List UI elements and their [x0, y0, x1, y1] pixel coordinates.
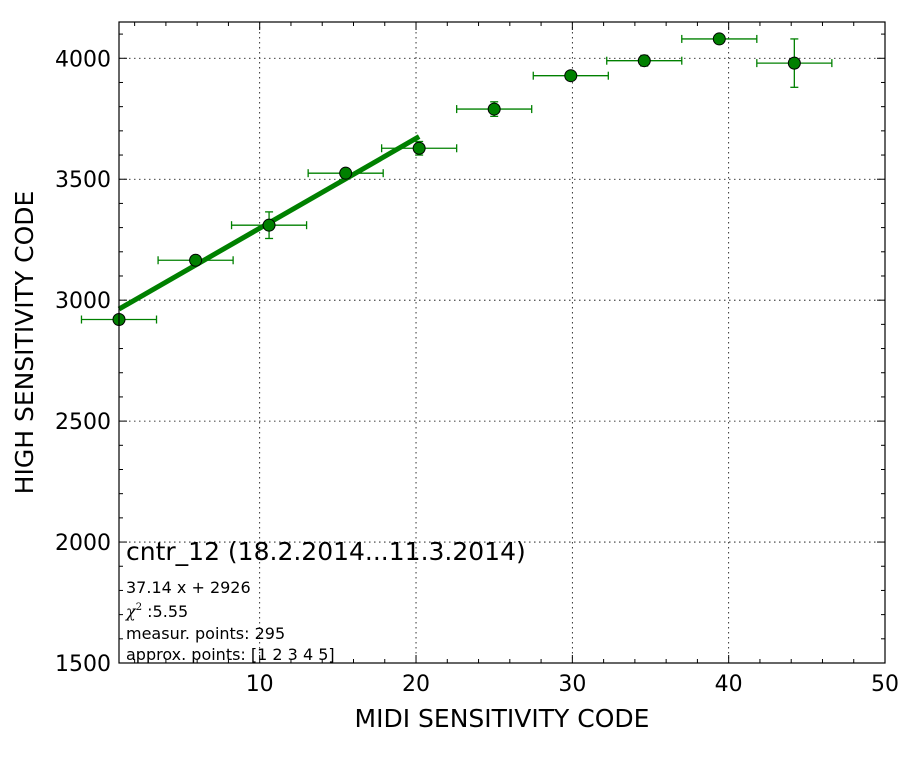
y-tick-label: 1500 — [55, 652, 111, 677]
x-tick-label: 10 — [246, 672, 274, 697]
y-tick-label: 3500 — [55, 168, 111, 193]
data-point — [564, 69, 578, 83]
annotation-equation: 37.14 x + 2926 — [126, 578, 251, 597]
x-tick-label: 40 — [715, 672, 743, 697]
x-tick-label: 20 — [402, 672, 430, 697]
y-tick-label: 2000 — [55, 531, 111, 556]
chi-exponent: 2 — [136, 602, 142, 613]
data-point — [412, 141, 426, 155]
data-point — [262, 218, 276, 232]
grid — [119, 22, 885, 663]
annotation-measur-points: measur. points: 295 — [126, 624, 285, 643]
data-point — [712, 32, 726, 46]
y-tick-label: 3000 — [55, 289, 111, 314]
x-axis-label: MIDI SENSITIVITY CODE — [355, 704, 650, 733]
y-tick-label: 2500 — [55, 410, 111, 435]
data-point — [339, 166, 353, 180]
chi-value: :5.55 — [142, 602, 188, 621]
data-points — [112, 32, 801, 327]
x-tick-label: 50 — [871, 672, 899, 697]
chi-symbol: χ — [125, 602, 137, 621]
annotation-chi-square: χ2 :5.55 — [125, 602, 188, 621]
data-point — [637, 54, 651, 68]
data-point — [487, 102, 501, 116]
y-tick-label: 4000 — [55, 47, 111, 72]
y-axis-label: HIGH SENSITIVITY CODE — [10, 191, 39, 495]
data-point — [189, 253, 203, 267]
tick-labels: 10 20 30 40 50 1500 2000 2500 3000 3500 4000 — [55, 47, 899, 697]
plot-frame — [118, 21, 886, 664]
annotation-approx-points: approx. points: [1 2 3 4 5] — [126, 645, 335, 664]
data-point — [787, 56, 801, 70]
annotation-title: cntr_12 (18.2.2014...11.3.2014) — [126, 537, 526, 566]
x-tick-label: 30 — [558, 672, 586, 697]
